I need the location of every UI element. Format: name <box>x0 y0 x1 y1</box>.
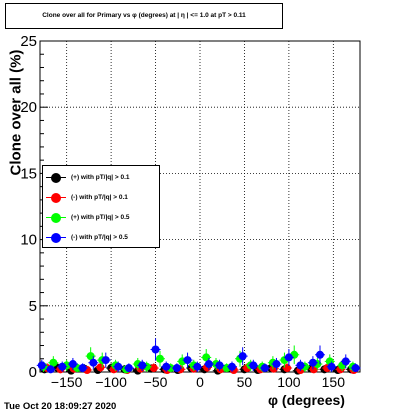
data-point <box>58 362 67 371</box>
data-point <box>308 358 317 367</box>
data-point <box>249 361 258 370</box>
data-point <box>138 361 147 370</box>
x-tick-label: −150 <box>51 374 83 390</box>
data-point <box>204 360 213 369</box>
data-point <box>37 361 46 370</box>
data-point <box>193 362 202 371</box>
data-point <box>296 361 305 370</box>
data-point <box>89 358 98 367</box>
data-point <box>49 358 58 367</box>
x-axis-label: φ (degrees) <box>268 392 345 408</box>
legend-marker <box>46 173 66 183</box>
data-point <box>272 360 281 369</box>
legend-label: (+) with pT/|q| > 0.1 <box>71 174 130 181</box>
y-tick-label: 10 <box>20 232 37 249</box>
data-point <box>68 360 77 369</box>
timestamp: Tue Oct 20 18:09:27 2020 <box>4 401 117 412</box>
data-point <box>101 356 110 365</box>
x-tick-label: 150 <box>322 374 346 390</box>
data-point <box>228 362 236 371</box>
legend-label: (-) with pT/|q| > 0.5 <box>71 234 128 241</box>
y-tick-label: 0 <box>29 364 37 381</box>
x-tick-label: −100 <box>95 374 127 390</box>
y-tick-label: 25 <box>20 33 37 50</box>
data-point <box>124 364 133 373</box>
x-tick-label: 50 <box>237 374 253 390</box>
data-point <box>149 364 158 373</box>
data-point <box>156 354 164 363</box>
y-axis-label: Clone over all (%) <box>7 49 25 176</box>
data-point <box>162 362 171 371</box>
data-point <box>46 365 55 374</box>
legend-entry: (-) with pT/|q| > 0.1 <box>43 190 159 206</box>
data-point <box>215 361 224 370</box>
legend-entry: (-) with pT/|q| > 0.5 <box>43 230 159 246</box>
data-point <box>172 364 181 373</box>
y-tick-label: 5 <box>29 298 37 315</box>
data-point <box>86 352 95 361</box>
x-tick-label: 100 <box>277 374 301 390</box>
data-point <box>114 362 123 371</box>
legend-entry: (+) with pT/|q| > 0.5 <box>43 210 159 226</box>
y-tick-label: 15 <box>20 165 37 182</box>
data-point <box>284 353 293 362</box>
data-point <box>327 362 336 371</box>
legend-label: (-) with pT/|q| > 0.1 <box>71 194 128 201</box>
data-point <box>96 363 105 372</box>
legend-marker <box>46 213 66 223</box>
data-point <box>78 364 87 373</box>
legend-label: (+) with pT/|q| > 0.5 <box>71 214 130 221</box>
data-point <box>183 356 192 365</box>
chart-title: Clone over all for Primary vs φ (degrees… <box>42 12 246 19</box>
data-point <box>238 352 247 361</box>
legend: (+) with pT/|q| > 0.1 (-) with pT/|q| > … <box>42 165 160 248</box>
data-point <box>316 350 324 359</box>
data-point <box>202 353 211 362</box>
data-point <box>341 357 350 366</box>
legend-marker <box>46 233 66 243</box>
title-box: Clone over all for Primary vs φ (degrees… <box>5 3 283 29</box>
y-tick-label: 20 <box>20 99 37 116</box>
legend-marker <box>46 193 66 203</box>
x-tick-label: −50 <box>144 374 168 390</box>
data-point <box>351 364 360 373</box>
data-point <box>260 364 269 373</box>
data-point <box>151 345 160 354</box>
legend-entry: (+) with pT/|q| > 0.1 <box>43 170 159 186</box>
data-point <box>283 364 292 373</box>
x-tick-label: 0 <box>196 374 204 390</box>
